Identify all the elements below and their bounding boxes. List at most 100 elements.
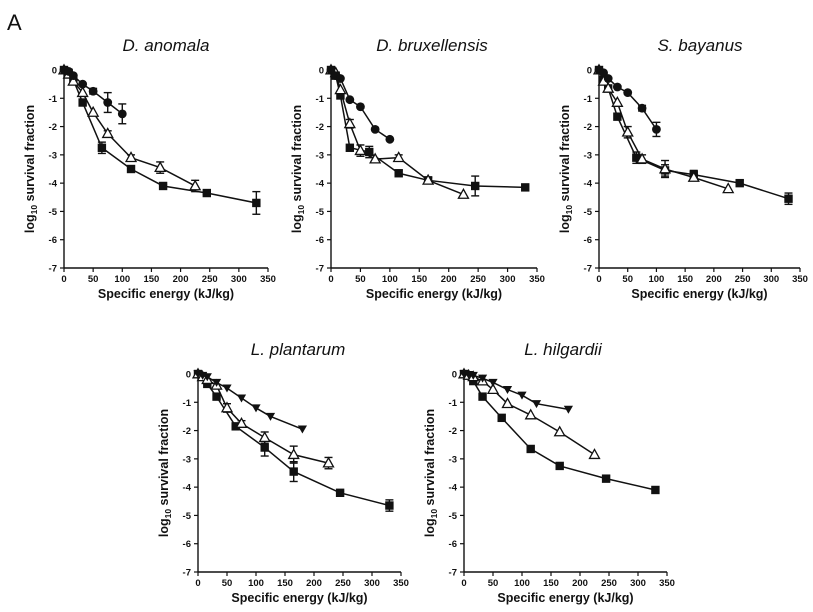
- y-axis-label: log10 survival fraction: [423, 409, 439, 537]
- y-tick-label: -2: [449, 426, 457, 437]
- data-point: [211, 378, 222, 387]
- data-point: [735, 178, 744, 188]
- y-tick-label: -6: [449, 539, 457, 550]
- x-tick-label: 50: [88, 274, 99, 285]
- y-tick-label: -7: [316, 264, 324, 275]
- data-point: [553, 425, 566, 437]
- y-tick-label: -4: [449, 483, 458, 494]
- x-tick-label: 300: [364, 578, 380, 589]
- chart-3: S. bayanus 0 -1 -2 -3 -4 -5 -6 -7 0 50 100 150 200 250…: [558, 36, 808, 301]
- y-tick-label: -1: [183, 398, 192, 409]
- data-point: [297, 425, 307, 434]
- y-tick-label: -5: [316, 207, 325, 218]
- data-point: [385, 134, 395, 144]
- data-point: [126, 164, 136, 174]
- y-axis-label: log10 survival fraction: [157, 409, 173, 537]
- y-tick-label: -3: [316, 150, 324, 161]
- x-tick-label: 350: [393, 578, 409, 589]
- y-tick-label: 0: [52, 66, 57, 77]
- x-tick-label: 300: [763, 274, 779, 285]
- y-tick-label: -2: [183, 426, 191, 437]
- y-tick-label: -5: [183, 511, 192, 522]
- data-point: [356, 102, 365, 112]
- chart-1: D. anomala 0 -1 -2 -3 -4 -5 -6 -7 0 50 100 150 200 250…: [23, 36, 276, 301]
- series-3: [594, 65, 661, 138]
- data-point: [563, 405, 573, 414]
- y-tick-label: -5: [584, 207, 593, 218]
- chart-title: S. bayanus: [657, 36, 743, 55]
- y-tick-label: -4: [183, 483, 192, 494]
- data-point: [722, 182, 735, 194]
- data-point: [468, 371, 478, 380]
- series-line: [330, 69, 526, 189]
- data-point: [97, 143, 107, 152]
- x-tick-label: 0: [596, 274, 601, 285]
- x-tick-label: 200: [441, 274, 457, 285]
- series-3: [59, 65, 127, 125]
- data-point: [369, 152, 382, 164]
- data-point: [189, 179, 202, 191]
- data-point: [422, 173, 435, 185]
- data-point: [67, 74, 80, 86]
- data-point: [623, 88, 633, 98]
- data-point: [260, 443, 269, 452]
- data-point: [231, 422, 240, 431]
- data-point: [601, 474, 611, 483]
- series-2: [57, 63, 202, 193]
- x-tick-label: 250: [601, 578, 617, 589]
- x-tick-label: 350: [792, 274, 808, 285]
- data-point: [78, 98, 87, 107]
- data-point: [101, 127, 114, 139]
- y-tick-label: -4: [49, 179, 58, 190]
- data-point: [354, 144, 367, 156]
- y-axis-label: log10 survival fraction: [23, 105, 39, 233]
- series-line: [197, 373, 303, 430]
- y-axis-label: log10 survival fraction: [558, 105, 574, 233]
- x-tick-label: 250: [735, 274, 751, 285]
- x-axis-label: Specific energy (kJ/kg): [631, 287, 767, 301]
- x-tick-label: 0: [461, 578, 466, 589]
- chart-title: L. plantarum: [251, 340, 346, 359]
- data-point: [651, 485, 660, 495]
- y-tick-label: -3: [183, 454, 191, 465]
- x-tick-label: 150: [677, 274, 693, 285]
- y-tick-label: -6: [49, 235, 57, 246]
- x-tick-label: 50: [622, 274, 633, 285]
- data-point: [611, 95, 624, 107]
- x-tick-label: 200: [306, 578, 322, 589]
- data-point: [588, 448, 601, 460]
- data-point: [477, 374, 488, 383]
- data-point: [517, 391, 527, 400]
- data-point: [345, 95, 355, 105]
- data-point: [621, 125, 634, 137]
- x-tick-label: 50: [355, 274, 366, 285]
- data-point: [478, 392, 487, 401]
- series-3: [326, 65, 395, 144]
- x-axis-label: Specific energy (kJ/kg): [497, 591, 633, 605]
- data-point: [603, 74, 613, 83]
- data-point: [334, 83, 347, 95]
- x-tick-label: 350: [529, 274, 545, 285]
- data-point: [336, 74, 345, 83]
- data-point: [222, 384, 232, 393]
- x-tick-label: 150: [543, 578, 559, 589]
- data-point: [336, 91, 345, 100]
- y-tick-label: -7: [584, 264, 592, 275]
- data-point: [117, 109, 127, 119]
- data-point: [220, 401, 234, 413]
- y-tick-label: -6: [316, 235, 324, 246]
- y-tick-label: -1: [49, 94, 58, 105]
- chart-title: D. bruxellensis: [376, 36, 488, 55]
- y-tick-label: -2: [584, 122, 592, 133]
- x-tick-label: 250: [470, 274, 486, 285]
- data-point: [392, 151, 405, 163]
- data-point: [658, 162, 672, 174]
- x-axis-label: Specific energy (kJ/kg): [231, 591, 367, 605]
- y-tick-label: -7: [449, 568, 457, 579]
- x-tick-label: 100: [248, 578, 264, 589]
- data-point: [103, 98, 113, 107]
- data-point: [236, 394, 247, 403]
- data-point: [502, 385, 513, 394]
- data-point: [88, 86, 98, 96]
